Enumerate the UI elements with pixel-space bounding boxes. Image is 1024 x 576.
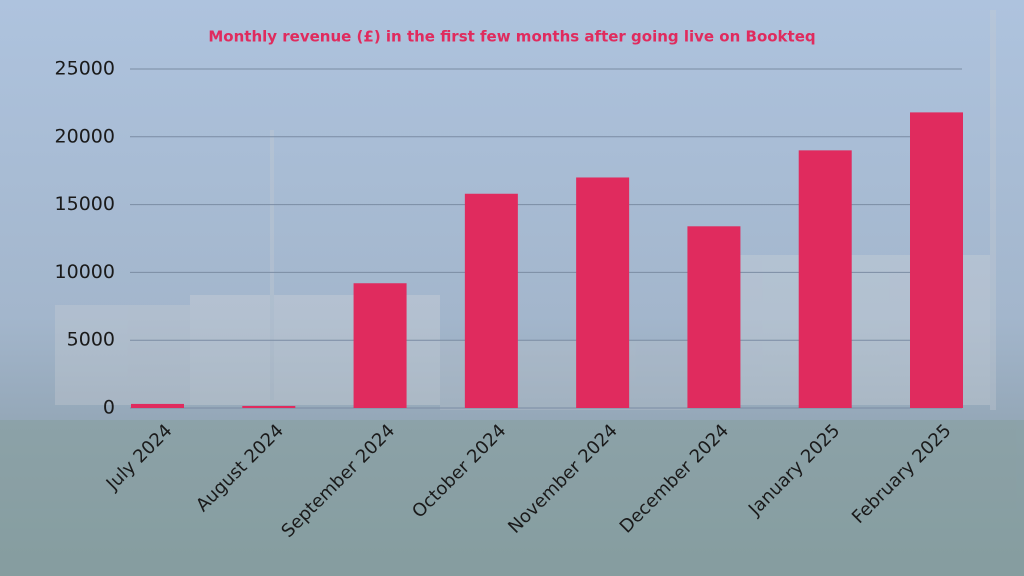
bar	[687, 226, 741, 408]
bar	[798, 150, 852, 409]
bar	[131, 403, 184, 408]
y-tick-label: 0	[103, 397, 115, 419]
bar	[576, 177, 630, 408]
y-tick-label: 10000	[55, 261, 115, 283]
bar	[242, 405, 296, 408]
y-tick-label: 5000	[67, 329, 115, 351]
y-tick-label: 20000	[55, 125, 115, 147]
bar	[353, 283, 407, 408]
bar	[910, 112, 963, 408]
y-tick-label: 15000	[55, 193, 115, 215]
y-tick-label: 25000	[55, 58, 115, 80]
bar	[464, 193, 518, 408]
chart-title: Monthly revenue (£) in the first few mon…	[208, 28, 815, 46]
